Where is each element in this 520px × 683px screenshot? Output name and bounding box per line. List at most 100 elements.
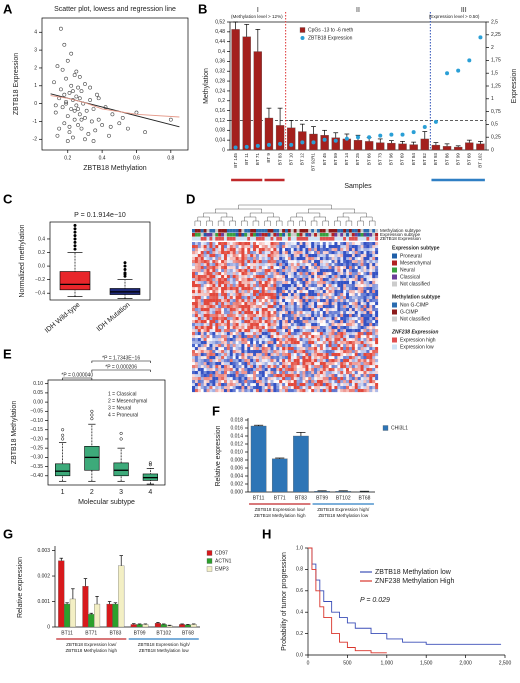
heatmap-cell	[192, 290, 196, 294]
annotation-cell	[267, 233, 271, 237]
outlier	[61, 437, 65, 441]
heatmap-cell	[221, 254, 225, 258]
heatmap-cell	[354, 305, 358, 309]
heatmap-cell	[276, 347, 280, 351]
heatmap-cell	[255, 251, 259, 255]
heatmap-cell	[308, 242, 312, 246]
heatmap-cell	[319, 377, 323, 381]
heatmap-cell	[244, 290, 248, 294]
annotation-cell	[215, 233, 219, 237]
heatmap-cell	[226, 326, 230, 330]
heatmap-cell	[311, 335, 315, 339]
heatmap-cell	[203, 290, 207, 294]
heatmap-cell	[279, 359, 283, 363]
heatmap-cell	[302, 251, 306, 255]
heatmap-cell	[328, 335, 332, 339]
heatmap-cell	[340, 299, 344, 303]
heatmap-cell	[346, 266, 350, 270]
heatmap-cell	[369, 281, 373, 285]
heatmap-cell	[293, 245, 297, 249]
annotation-cell	[308, 233, 312, 237]
heatmap-cell	[253, 296, 257, 300]
heatmap-cell	[369, 335, 372, 338]
heatmap-cell	[221, 374, 225, 378]
heatmap-cell	[372, 281, 376, 285]
heatmap-cell	[197, 257, 201, 261]
heatmap-cell	[325, 371, 329, 375]
heatmap-cell	[366, 257, 370, 261]
heatmap-cell	[348, 320, 352, 324]
heatmap-cell	[340, 281, 344, 285]
heatmap-cell	[197, 341, 201, 345]
heatmap-cell	[375, 353, 379, 357]
heatmap-cell	[357, 371, 361, 375]
annotation-cell	[244, 233, 248, 237]
x-tick-label: 1,500	[420, 660, 433, 666]
heatmap-cell	[296, 359, 300, 363]
heatmap-cell	[354, 314, 358, 318]
heatmap-cell	[296, 308, 300, 312]
heatmap-cell	[357, 272, 361, 276]
heatmap-cell	[250, 305, 254, 309]
y-tick-label: 2,25	[491, 32, 501, 38]
heatmap-cell	[328, 344, 332, 348]
significance-label: *P = 0.000040	[61, 372, 93, 378]
heatmap-cell	[340, 320, 344, 324]
heatmap-cell	[221, 299, 225, 303]
dendrogram	[334, 220, 341, 225]
heatmap-cell	[299, 374, 303, 378]
heatmap-cell	[264, 371, 268, 375]
heatmap-cell	[337, 278, 341, 282]
bar	[353, 140, 363, 151]
annotation-cell	[319, 229, 323, 233]
heatmap-cell	[279, 257, 283, 261]
heatmap-cell	[363, 296, 367, 300]
heatmap-cell	[331, 365, 335, 369]
heatmap-cell	[299, 254, 303, 258]
heatmap-cell	[232, 341, 236, 345]
heatmap-cell	[238, 281, 242, 285]
heatmap-cell	[238, 338, 242, 342]
heatmap-cell	[372, 371, 376, 375]
heatmap-cell	[276, 248, 280, 252]
heatmap-cell	[340, 260, 344, 264]
heatmap-cell	[238, 374, 242, 378]
heatmap-cell	[200, 293, 204, 297]
heatmap-cell	[250, 269, 254, 273]
heatmap-cell	[328, 269, 332, 273]
heatmap-cell	[360, 302, 364, 306]
heatmap-cell	[287, 305, 291, 309]
heatmap-cell	[215, 278, 219, 282]
heatmap-cell	[232, 263, 236, 267]
heatmap-cell	[250, 329, 254, 333]
heatmap-cell	[316, 335, 320, 339]
heatmap-cell	[366, 293, 370, 297]
heatmap-cell	[351, 263, 355, 267]
heatmap-cell	[192, 293, 196, 297]
heatmap-cell	[212, 311, 216, 315]
heatmap-cell	[282, 266, 286, 270]
heatmap-cell	[351, 371, 355, 375]
heatmap-cell	[285, 356, 289, 360]
heatmap-cell	[209, 248, 213, 252]
heatmap-cell	[209, 314, 213, 318]
heatmap-cell	[218, 326, 222, 330]
heatmap-cell	[348, 380, 352, 384]
heatmap-cell	[357, 296, 361, 300]
y-tick-label: 0,2	[218, 98, 225, 104]
heatmap-cell	[250, 278, 254, 282]
heatmap-cell	[366, 263, 370, 267]
heatmap-cell	[366, 356, 370, 360]
heatmap-cell	[296, 245, 300, 249]
heatmap-cell	[241, 272, 245, 276]
heatmap-cell	[238, 386, 242, 390]
heatmap-cell	[302, 341, 306, 345]
heatmap-cell	[305, 365, 309, 369]
heatmap-cell	[226, 242, 230, 246]
annotation-cell	[299, 233, 303, 237]
heatmap-cell	[305, 296, 309, 300]
heatmap-cell	[203, 377, 207, 381]
heatmap-cell	[235, 365, 239, 369]
heatmap-cell	[256, 371, 259, 374]
heatmap-cell	[206, 260, 210, 264]
